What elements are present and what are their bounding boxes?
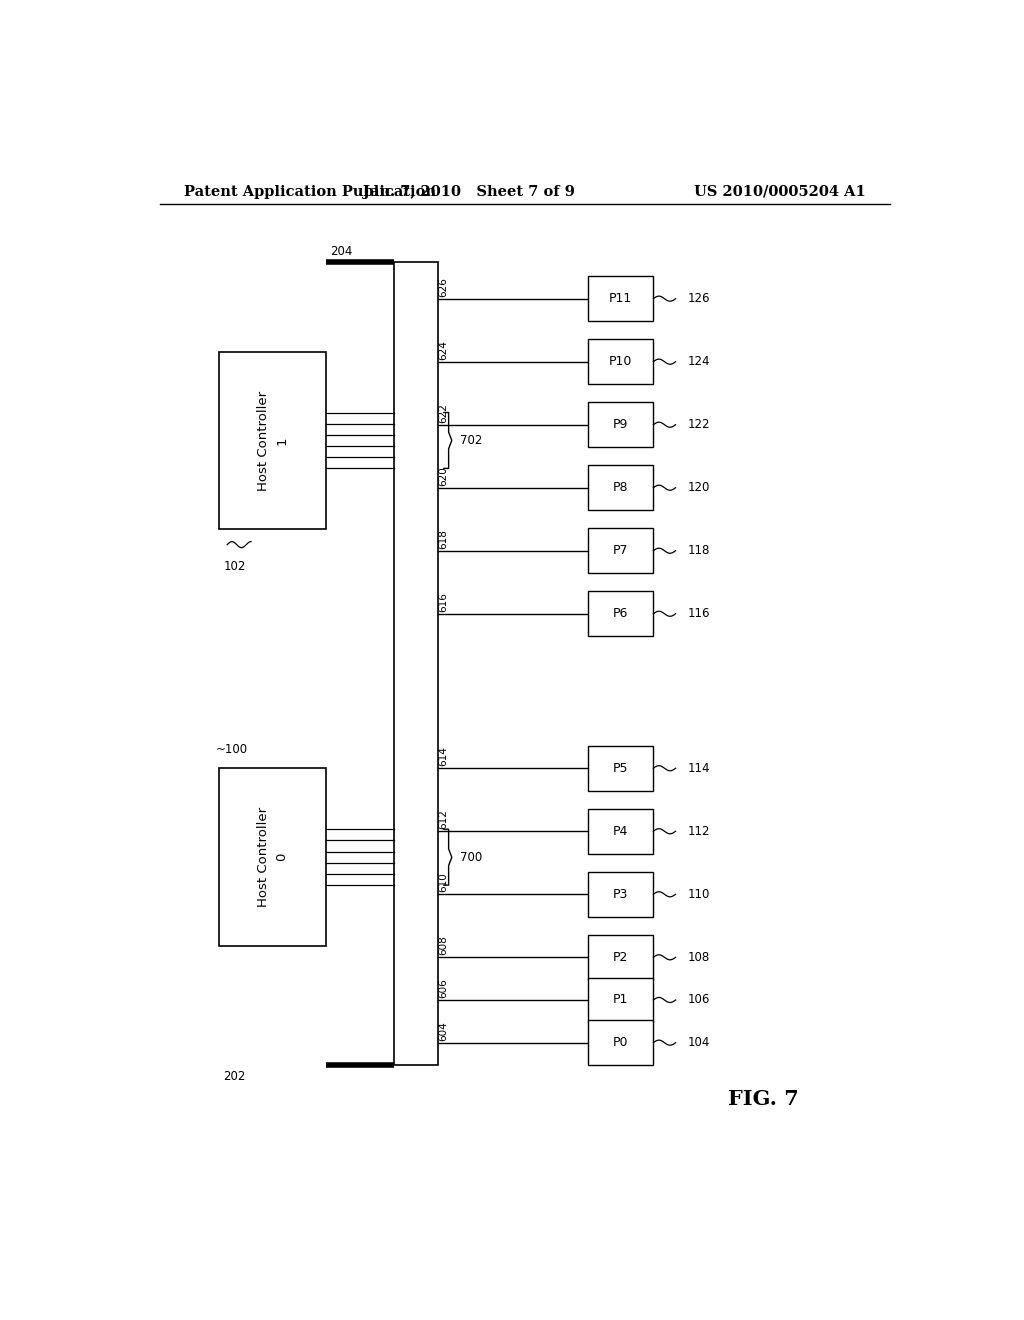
Text: 116: 116	[687, 607, 710, 620]
Text: 106: 106	[687, 994, 710, 1006]
Text: 204: 204	[331, 246, 352, 257]
Text: 616: 616	[438, 591, 449, 611]
Text: 110: 110	[687, 888, 710, 900]
Text: 104: 104	[687, 1036, 710, 1049]
Text: 604: 604	[438, 1020, 449, 1040]
Text: P7: P7	[613, 544, 629, 557]
Bar	[219, 768, 327, 946]
Text: P6: P6	[613, 607, 629, 620]
Text: Patent Application Publication: Patent Application Publication	[183, 185, 435, 199]
Text: 114: 114	[687, 762, 710, 775]
Text: P1: P1	[613, 994, 629, 1006]
Text: P9: P9	[613, 418, 629, 432]
Text: 608: 608	[438, 936, 449, 956]
Text: 610: 610	[438, 873, 449, 892]
Text: FIG. 7: FIG. 7	[727, 1089, 799, 1109]
Text: ~100: ~100	[215, 743, 248, 756]
Text: 626: 626	[438, 277, 449, 297]
Bar	[588, 746, 653, 791]
Bar	[588, 339, 653, 384]
Bar	[588, 809, 653, 854]
Text: 702: 702	[460, 434, 482, 447]
Text: 122: 122	[687, 418, 710, 432]
Bar	[588, 276, 653, 321]
Text: 124: 124	[687, 355, 710, 368]
Text: 118: 118	[687, 544, 710, 557]
Bar	[588, 528, 653, 573]
Text: 622: 622	[438, 403, 449, 422]
Bar	[588, 591, 653, 636]
Text: Host Controller
0: Host Controller 0	[257, 807, 289, 907]
Text: 614: 614	[438, 746, 449, 766]
Text: 606: 606	[438, 978, 449, 998]
Text: P8: P8	[613, 482, 629, 494]
Text: Jan. 7, 2010   Sheet 7 of 9: Jan. 7, 2010 Sheet 7 of 9	[364, 185, 575, 199]
Text: 618: 618	[438, 529, 449, 549]
Bar	[588, 403, 653, 447]
Text: 612: 612	[438, 809, 449, 829]
Text: 112: 112	[687, 825, 710, 838]
Bar	[219, 351, 327, 529]
Text: P11: P11	[609, 292, 633, 305]
Text: P2: P2	[613, 950, 629, 964]
Text: 624: 624	[438, 339, 449, 359]
Bar	[588, 466, 653, 510]
Text: P3: P3	[613, 888, 629, 900]
Text: P5: P5	[613, 762, 629, 775]
Bar	[588, 873, 653, 916]
Text: 620: 620	[438, 466, 449, 486]
Text: P10: P10	[609, 355, 633, 368]
Text: Host Controller
1: Host Controller 1	[257, 391, 289, 491]
Bar	[588, 978, 653, 1022]
Text: 120: 120	[687, 482, 710, 494]
Text: 126: 126	[687, 292, 710, 305]
Text: 108: 108	[687, 950, 710, 964]
Text: 102: 102	[223, 560, 246, 573]
Bar	[588, 1020, 653, 1065]
Text: US 2010/0005204 A1: US 2010/0005204 A1	[694, 185, 866, 199]
Text: P0: P0	[613, 1036, 629, 1049]
Bar	[394, 263, 437, 1065]
Bar	[588, 935, 653, 979]
Text: P4: P4	[613, 825, 629, 838]
Text: 202: 202	[223, 1071, 246, 1084]
Text: 700: 700	[460, 850, 482, 863]
